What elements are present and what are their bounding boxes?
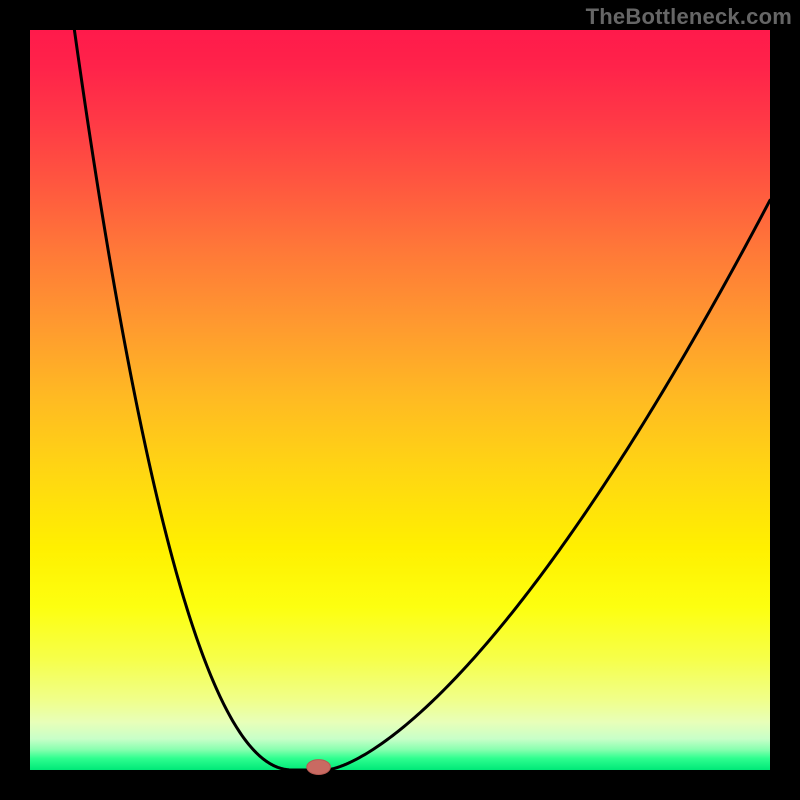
bottleneck-chart — [0, 0, 800, 800]
chart-container: TheBottleneck.com — [0, 0, 800, 800]
watermark-text: TheBottleneck.com — [586, 4, 792, 30]
optimal-point-marker — [307, 760, 331, 775]
